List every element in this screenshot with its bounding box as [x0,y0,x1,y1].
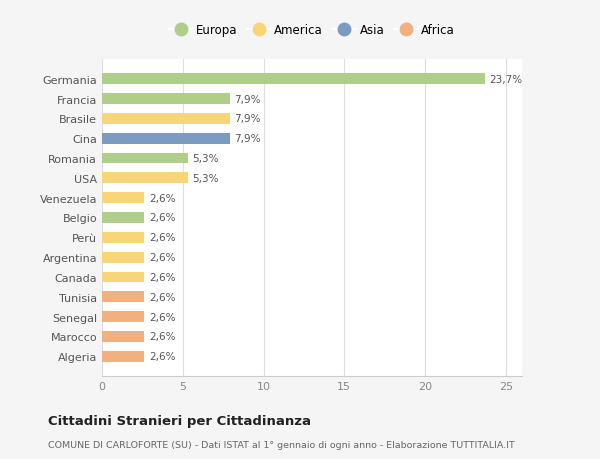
Bar [102,331,144,342]
Text: 2,6%: 2,6% [149,193,175,203]
Text: 5,3%: 5,3% [193,154,219,164]
Text: 7,9%: 7,9% [235,94,261,104]
Legend: Europa, America, Asia, Africa: Europa, America, Asia, Africa [169,24,455,37]
Text: 2,6%: 2,6% [149,233,175,243]
Bar [102,173,188,184]
Bar [102,74,485,85]
Text: 2,6%: 2,6% [149,272,175,282]
Text: 7,9%: 7,9% [235,134,261,144]
Bar [102,351,144,362]
Text: 2,6%: 2,6% [149,332,175,342]
Text: 2,6%: 2,6% [149,252,175,263]
Text: 2,6%: 2,6% [149,213,175,223]
Bar [102,252,144,263]
Text: Cittadini Stranieri per Cittadinanza: Cittadini Stranieri per Cittadinanza [48,414,311,428]
Text: COMUNE DI CARLOFORTE (SU) - Dati ISTAT al 1° gennaio di ogni anno - Elaborazione: COMUNE DI CARLOFORTE (SU) - Dati ISTAT a… [48,441,515,449]
Bar [102,114,230,124]
Text: 5,3%: 5,3% [193,174,219,184]
Bar [102,272,144,283]
Bar [102,232,144,243]
Text: 2,6%: 2,6% [149,292,175,302]
Bar [102,193,144,204]
Bar [102,153,188,164]
Bar [102,213,144,224]
Text: 2,6%: 2,6% [149,352,175,362]
Bar [102,94,230,105]
Bar [102,292,144,302]
Text: 7,9%: 7,9% [235,114,261,124]
Bar [102,312,144,322]
Text: 23,7%: 23,7% [490,74,523,84]
Text: 2,6%: 2,6% [149,312,175,322]
Bar [102,134,230,144]
